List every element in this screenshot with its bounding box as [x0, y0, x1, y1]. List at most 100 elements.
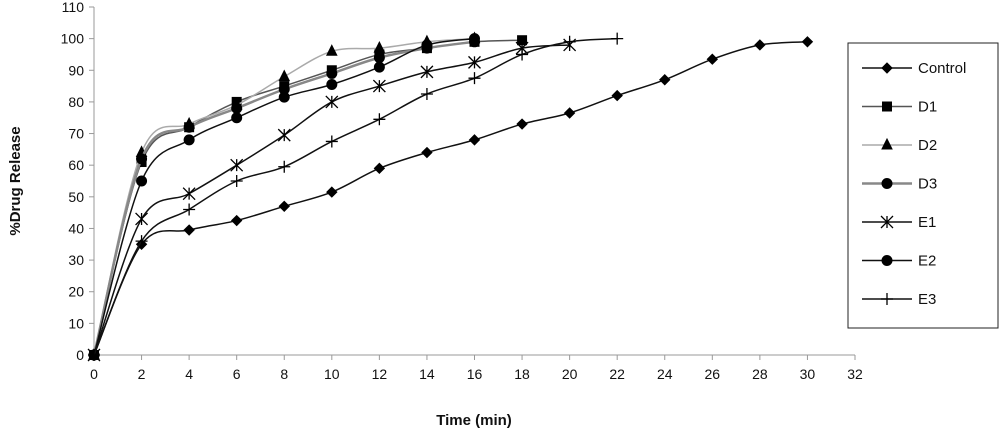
data-point	[183, 224, 195, 236]
legend-marker	[881, 178, 893, 189]
data-point	[516, 48, 529, 61]
data-point	[136, 175, 148, 187]
legend-marker	[881, 255, 893, 266]
data-point	[136, 153, 148, 165]
data-point	[373, 162, 386, 175]
x-tick-label: 16	[467, 366, 483, 382]
legend-marker	[881, 293, 893, 305]
x-tick-label: 12	[372, 366, 388, 382]
series-e1	[87, 38, 577, 362]
x-tick-label: 20	[562, 366, 578, 382]
legend-label: D2	[918, 137, 937, 154]
legend-label: Control	[918, 60, 966, 77]
data-point	[326, 67, 338, 79]
data-point	[611, 32, 624, 45]
legend-label: D3	[918, 176, 937, 193]
data-point	[183, 134, 195, 146]
legend-marker	[882, 101, 892, 112]
y-tick-label: 30	[68, 252, 84, 268]
x-tick-label: 14	[419, 366, 435, 382]
data-point	[563, 35, 576, 48]
data-point	[325, 95, 339, 109]
legend-marker	[881, 62, 893, 74]
legend-box	[847, 42, 999, 329]
data-point	[230, 214, 243, 227]
x-tick-label: 8	[280, 366, 288, 382]
x-tick-label: 30	[800, 366, 816, 382]
series-d1	[89, 35, 528, 360]
data-point	[278, 200, 290, 213]
legend-marker	[881, 137, 893, 150]
x-tick-label: 24	[657, 366, 673, 382]
data-point	[278, 91, 290, 103]
y-tick-label: 100	[61, 31, 85, 47]
x-tick-label: 10	[324, 366, 340, 382]
x-tick-label: 2	[138, 366, 146, 382]
data-point	[88, 349, 100, 361]
y-tick-label: 50	[68, 189, 84, 205]
series-line	[93, 37, 475, 356]
x-tick-label: 6	[233, 366, 241, 382]
x-tick-label: 22	[609, 366, 625, 382]
y-tick-label: 70	[68, 126, 84, 142]
y-tick-label: 0	[76, 347, 84, 363]
data-point	[231, 102, 243, 114]
data-point	[754, 39, 766, 51]
legend-label: E2	[918, 253, 936, 270]
data-point	[326, 186, 338, 198]
y-axis-label: %Drug Release	[7, 126, 24, 235]
data-point	[801, 36, 814, 48]
data-point	[611, 89, 623, 102]
x-tick-label: 18	[514, 366, 530, 382]
legend-label: D1	[918, 99, 937, 116]
y-tick-label: 20	[68, 284, 84, 300]
data-point	[421, 39, 433, 51]
series-control	[88, 36, 814, 361]
series-line	[93, 44, 570, 356]
series-e3	[88, 32, 624, 361]
series-d3	[88, 36, 480, 361]
axes: 0 10 20 30 40 50 60 70 80 90 100 110 0 2 4 6 8 10 12 14 16 18…	[61, 0, 863, 382]
data-point	[277, 128, 291, 142]
series-line	[93, 39, 523, 356]
legend-marker	[880, 215, 894, 229]
data-point	[278, 160, 291, 173]
y-tick-label: 10	[68, 315, 84, 331]
data-point	[468, 72, 481, 85]
data-point	[278, 69, 291, 82]
data-point	[135, 212, 149, 226]
data-point	[373, 52, 385, 64]
x-tick-label: 0	[90, 366, 98, 382]
data-point	[325, 135, 338, 148]
series-line	[93, 37, 618, 356]
legend-label: E3	[918, 291, 936, 308]
y-tick-label: 110	[62, 0, 85, 15]
data-point	[706, 53, 719, 65]
data-point	[421, 146, 433, 159]
data-point	[420, 88, 433, 100]
y-tick-label: 60	[68, 157, 84, 173]
data-point	[468, 134, 481, 146]
y-tick-label: 90	[68, 62, 84, 78]
x-tick-label: 28	[752, 366, 768, 382]
data-point	[183, 121, 195, 133]
data-point	[469, 33, 480, 45]
data-point	[373, 61, 385, 73]
x-tick-label: 32	[847, 366, 863, 382]
plot-area	[87, 31, 814, 362]
y-tick-label: 80	[68, 94, 84, 110]
data-point	[420, 65, 434, 79]
data-point	[373, 113, 386, 126]
series-line	[93, 41, 808, 356]
data-point	[372, 79, 386, 93]
data-point	[516, 118, 528, 130]
series-e2	[88, 33, 480, 361]
data-point	[326, 79, 338, 91]
x-axis-label: Time (min)	[436, 412, 512, 429]
y-tick-label: 40	[68, 220, 84, 236]
data-point	[326, 44, 338, 56]
data-point	[231, 112, 243, 124]
x-tick-label: 26	[705, 366, 721, 382]
